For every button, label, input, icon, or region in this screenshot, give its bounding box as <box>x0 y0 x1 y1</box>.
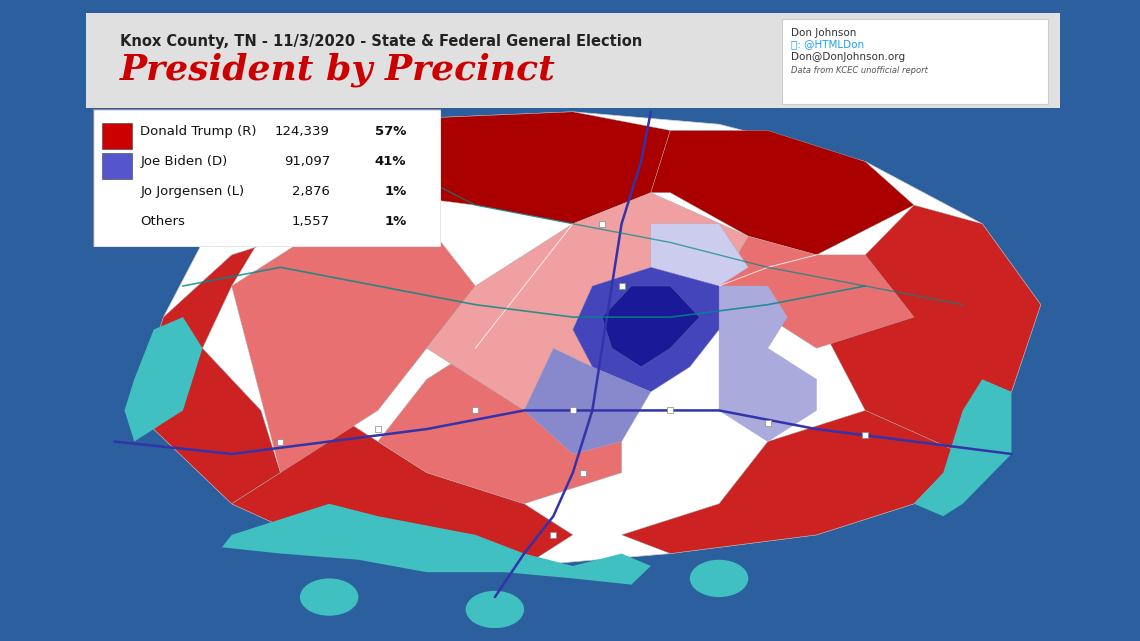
Text: 91,097: 91,097 <box>284 155 329 168</box>
Polygon shape <box>719 237 914 348</box>
Text: 1%: 1% <box>384 215 407 228</box>
Text: Donald Trump (R): Donald Trump (R) <box>140 124 256 138</box>
Polygon shape <box>231 410 572 566</box>
Polygon shape <box>135 112 1041 566</box>
Polygon shape <box>816 205 1041 454</box>
Text: 1%: 1% <box>384 185 407 198</box>
Polygon shape <box>719 286 788 348</box>
Text: Don Johnson: Don Johnson <box>791 28 856 38</box>
Polygon shape <box>377 348 621 504</box>
Bar <box>86 13 1060 108</box>
Text: Others: Others <box>140 215 186 228</box>
Text: Jo Jorgensen (L): Jo Jorgensen (L) <box>140 185 245 198</box>
Bar <box>103 153 132 179</box>
Polygon shape <box>124 317 203 442</box>
Circle shape <box>690 560 748 597</box>
Text: 57%: 57% <box>375 124 407 138</box>
Polygon shape <box>602 286 700 367</box>
Text: 2,876: 2,876 <box>292 185 329 198</box>
Polygon shape <box>621 410 962 554</box>
Text: Joe Biden (D): Joe Biden (D) <box>140 155 228 168</box>
Polygon shape <box>572 267 719 392</box>
FancyBboxPatch shape <box>93 109 441 247</box>
Polygon shape <box>426 193 748 410</box>
Polygon shape <box>651 131 914 255</box>
Polygon shape <box>222 504 651 585</box>
Polygon shape <box>329 112 670 224</box>
Polygon shape <box>719 329 816 442</box>
Text: Data from KCEC unofficial report: Data from KCEC unofficial report <box>791 66 928 75</box>
Polygon shape <box>231 193 475 472</box>
Circle shape <box>465 591 524 628</box>
Text: President by Precinct: President by Precinct <box>120 53 555 87</box>
Polygon shape <box>914 379 1011 516</box>
FancyBboxPatch shape <box>782 19 1048 104</box>
Circle shape <box>300 578 358 616</box>
Text: 41%: 41% <box>375 155 407 168</box>
Polygon shape <box>524 348 651 454</box>
Text: Knox County, TN - 11/3/2020 - State & Federal General Election: Knox County, TN - 11/3/2020 - State & Fe… <box>120 35 642 49</box>
Polygon shape <box>651 224 748 286</box>
Text: Don@DonJohnson.org: Don@DonJohnson.org <box>791 52 905 62</box>
Text: 🐦: @HTMLDon: 🐦: @HTMLDon <box>791 39 864 49</box>
Text: 1,557: 1,557 <box>292 215 329 228</box>
Bar <box>103 122 132 149</box>
Polygon shape <box>135 118 426 504</box>
Text: 124,339: 124,339 <box>275 124 329 138</box>
